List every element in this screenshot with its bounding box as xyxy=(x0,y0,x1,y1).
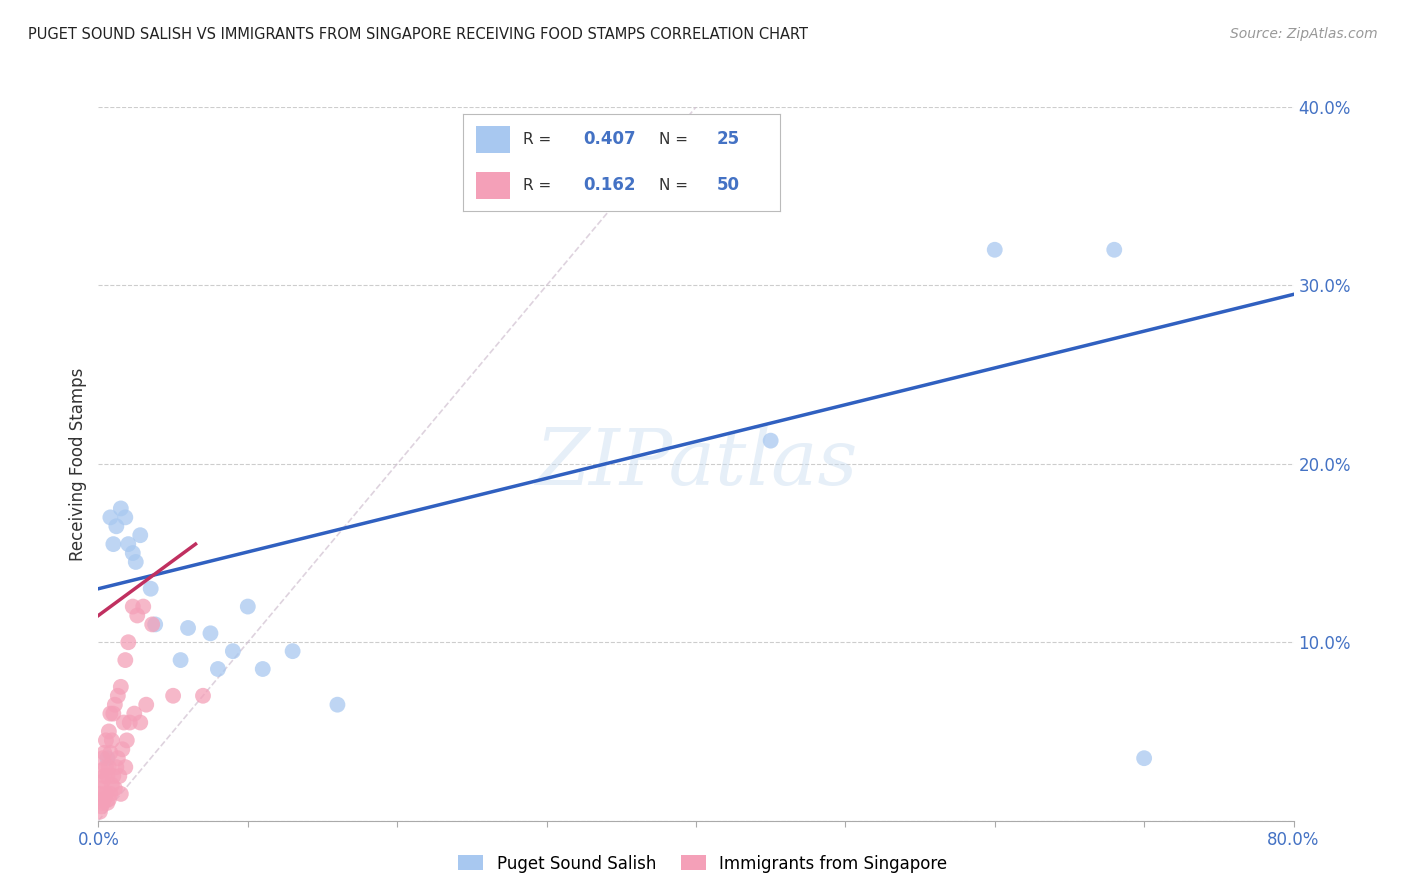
Point xyxy=(132,599,155,614)
Point xyxy=(281,644,304,658)
Text: PUGET SOUND SALISH VS IMMIGRANTS FROM SINGAPORE RECEIVING FOOD STAMPS CORRELATIO: PUGET SOUND SALISH VS IMMIGRANTS FROM SI… xyxy=(28,27,808,42)
Point xyxy=(101,778,124,792)
Point xyxy=(108,769,131,783)
Point xyxy=(105,760,128,774)
Point xyxy=(104,698,127,712)
Point xyxy=(207,662,229,676)
Point xyxy=(105,519,128,533)
Y-axis label: Receiving Food Stamps: Receiving Food Stamps xyxy=(69,368,87,560)
Point xyxy=(96,796,118,810)
Point xyxy=(96,751,118,765)
Point xyxy=(94,760,117,774)
Point xyxy=(98,706,122,721)
Point xyxy=(143,617,166,632)
Point xyxy=(93,769,115,783)
Point xyxy=(111,742,134,756)
Text: ZIPatlas: ZIPatlas xyxy=(534,425,858,502)
Point xyxy=(110,501,132,516)
Point xyxy=(114,653,136,667)
Point xyxy=(1104,243,1126,257)
Legend: Puget Sound Salish, Immigrants from Singapore: Puget Sound Salish, Immigrants from Sing… xyxy=(451,848,955,880)
Point xyxy=(101,733,124,747)
Point xyxy=(89,787,111,801)
Point xyxy=(252,662,274,676)
Point xyxy=(117,635,139,649)
Point xyxy=(129,715,152,730)
Point xyxy=(114,510,136,524)
Point xyxy=(93,746,115,760)
Point xyxy=(129,528,152,542)
Point xyxy=(169,653,191,667)
Point xyxy=(98,746,122,760)
Point xyxy=(97,792,120,806)
Point xyxy=(91,751,114,765)
Point xyxy=(103,769,125,783)
Point xyxy=(103,706,125,721)
Point xyxy=(162,689,184,703)
Point xyxy=(125,555,148,569)
Point xyxy=(983,243,1005,257)
Point xyxy=(326,698,349,712)
Text: Source: ZipAtlas.com: Source: ZipAtlas.com xyxy=(1230,27,1378,41)
Point xyxy=(96,769,118,783)
Point xyxy=(135,698,157,712)
Point xyxy=(89,805,111,819)
Point xyxy=(115,733,138,747)
Point xyxy=(139,582,162,596)
Point xyxy=(90,799,112,814)
Point xyxy=(124,706,146,721)
Point xyxy=(121,546,143,560)
Point xyxy=(117,537,139,551)
Point xyxy=(191,689,214,703)
Point xyxy=(107,751,129,765)
Point xyxy=(104,781,127,796)
Point xyxy=(118,715,141,730)
Point xyxy=(90,781,112,796)
Point xyxy=(127,608,149,623)
Point xyxy=(91,796,114,810)
Point xyxy=(110,787,132,801)
Point xyxy=(112,715,135,730)
Point xyxy=(222,644,245,658)
Point xyxy=(110,680,132,694)
Point xyxy=(98,510,122,524)
Point xyxy=(97,760,120,774)
Point xyxy=(1133,751,1156,765)
Point xyxy=(107,689,129,703)
Point xyxy=(93,792,115,806)
Point xyxy=(91,774,114,789)
Point xyxy=(97,724,120,739)
Point xyxy=(759,434,782,448)
Point xyxy=(94,787,117,801)
Point xyxy=(121,599,143,614)
Point xyxy=(103,537,125,551)
Point xyxy=(94,733,117,747)
Point xyxy=(98,787,122,801)
Point xyxy=(236,599,259,614)
Point xyxy=(141,617,163,632)
Point xyxy=(200,626,222,640)
Point xyxy=(114,760,136,774)
Point xyxy=(177,621,200,635)
Point xyxy=(90,764,112,778)
